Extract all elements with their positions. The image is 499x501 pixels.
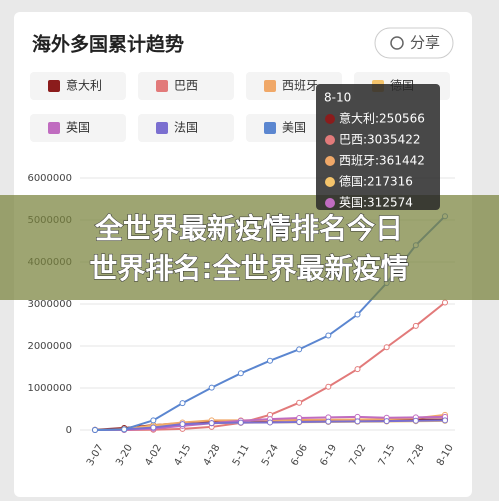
point xyxy=(121,426,128,433)
point xyxy=(442,417,448,424)
point xyxy=(208,384,215,391)
point xyxy=(150,417,157,424)
chart-title: 海外多国累计趋势 xyxy=(32,33,184,56)
legend-label: 法国 xyxy=(174,121,198,135)
share-icon xyxy=(390,36,404,50)
tooltip-item: 英国:312574 xyxy=(339,196,413,210)
point xyxy=(237,370,244,377)
point xyxy=(92,427,98,433)
point xyxy=(383,344,390,351)
point xyxy=(150,424,157,431)
y-tick-label: 0 xyxy=(66,425,72,436)
legend-swatch xyxy=(156,80,168,92)
legend-label: 意大利 xyxy=(66,78,102,93)
tooltip-swatch xyxy=(325,156,335,166)
legend-label: 英国 xyxy=(66,121,90,135)
tooltip xyxy=(316,84,440,210)
point xyxy=(179,421,186,428)
tooltip-item: 西班牙:361442 xyxy=(339,154,425,168)
legend-item xyxy=(30,72,126,100)
tooltip-swatch xyxy=(325,114,335,124)
legend-label: 巴西 xyxy=(174,79,198,93)
banner-text: 全世界最新疫情排名今日 xyxy=(94,212,403,245)
banner xyxy=(0,195,499,300)
point xyxy=(354,311,361,318)
tooltip-title: 8-10 xyxy=(324,91,351,105)
point xyxy=(354,366,361,373)
y-tick-label: 1000000 xyxy=(27,383,72,394)
y-tick-label: 6000000 xyxy=(27,173,72,184)
legend-swatch xyxy=(48,80,60,92)
point xyxy=(412,417,419,424)
point xyxy=(325,383,332,390)
tooltip-item: 巴西:3035422 xyxy=(339,133,421,147)
legend-swatch xyxy=(48,122,60,134)
point xyxy=(412,322,419,329)
legend-swatch xyxy=(264,80,276,92)
legend-label: 美国 xyxy=(282,121,306,135)
legend-item xyxy=(138,72,234,100)
share-button[interactable] xyxy=(374,27,454,59)
point xyxy=(267,357,273,364)
legend-item xyxy=(138,114,234,142)
tooltip-item: 意大利:250566 xyxy=(339,111,425,126)
legend-swatch xyxy=(156,122,168,134)
tooltip-swatch xyxy=(325,177,335,187)
legend-label: 西班牙 xyxy=(282,79,318,93)
banner-text: 世界排名:全世界最新疫情 xyxy=(89,252,408,285)
point xyxy=(267,419,273,426)
point xyxy=(179,400,186,407)
tooltip-item: 德国:217316 xyxy=(339,174,413,189)
tooltip-swatch xyxy=(325,135,335,145)
point xyxy=(442,299,448,306)
tooltip-swatch xyxy=(325,198,335,208)
legend-item xyxy=(30,114,126,142)
point xyxy=(296,399,303,406)
point xyxy=(237,419,244,426)
point xyxy=(296,346,303,353)
y-tick-label: 3000000 xyxy=(27,299,72,310)
point xyxy=(208,420,215,427)
share-label[interactable]: 分享 xyxy=(410,34,440,52)
point xyxy=(296,419,303,426)
point xyxy=(383,418,390,425)
point xyxy=(325,332,332,339)
point xyxy=(354,418,361,425)
legend-swatch xyxy=(264,122,276,134)
point xyxy=(325,418,332,425)
y-tick-label: 2000000 xyxy=(27,341,72,352)
